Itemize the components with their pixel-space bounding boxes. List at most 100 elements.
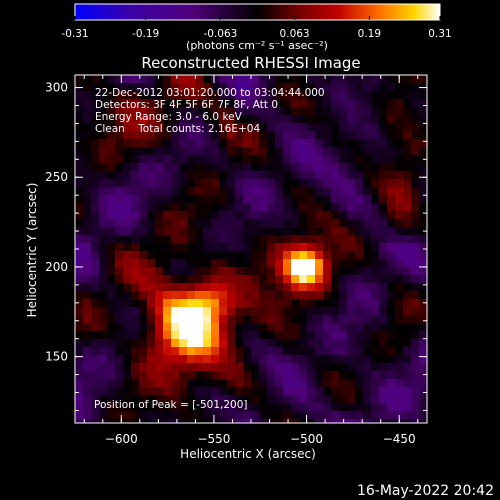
heatmap-cell [187,331,196,340]
heatmap-cell [275,251,284,260]
heatmap-cell [267,227,276,236]
heatmap-cell [363,91,372,100]
heatmap-cell [227,267,236,276]
heatmap-cell [115,403,124,412]
heatmap-cell [75,91,84,100]
heatmap-cell [179,251,188,260]
heatmap-cell [75,171,84,180]
heatmap-cell [299,251,308,260]
heatmap-cell [331,251,340,260]
heatmap-cell [211,363,220,372]
heatmap-cell [107,155,116,164]
heatmap-cell [147,291,156,300]
heatmap-cell [339,107,348,116]
heatmap-cell [99,403,108,412]
heatmap-cell [219,91,228,100]
heatmap-cell [411,355,420,364]
heatmap-cell [179,419,188,423]
heatmap-cell [179,235,188,244]
heatmap-cell [419,99,427,108]
heatmap-cell [99,163,108,172]
heatmap-cell [163,259,172,268]
heatmap-cell [211,203,220,212]
heatmap-cell [235,163,244,172]
heatmap-cell [187,363,196,372]
heatmap-cell [163,163,172,172]
heatmap-cell [299,259,308,268]
heatmap-cell [339,163,348,172]
heatmap-cell [243,147,252,156]
heatmap-cell [211,123,220,132]
heatmap-cell [371,379,380,388]
heatmap-cell [131,195,140,204]
heatmap-cell [403,131,412,140]
heatmap-cell [211,187,220,196]
heatmap-cell [83,131,92,140]
heatmap-cell [211,83,220,92]
heatmap-cell [251,123,260,132]
heatmap-cell [195,275,204,284]
x-tick-label: −600 [105,432,138,446]
heatmap-cell [107,139,116,148]
heatmap-cell [387,99,396,108]
heatmap-cell [307,419,316,423]
heatmap-cell [243,275,252,284]
heatmap-cell [179,163,188,172]
heatmap-cell [395,347,404,356]
heatmap-cell [419,315,427,324]
heatmap-cell [251,307,260,316]
heatmap-cell [243,227,252,236]
heatmap-cell [243,403,252,412]
heatmap-cell [211,147,220,156]
heatmap-cell [75,235,84,244]
heatmap-cell [299,283,308,292]
heatmap-cell [115,195,124,204]
heatmap-cell [75,227,84,236]
heatmap-cell [259,395,268,404]
heatmap-cell [371,355,380,364]
heatmap-cell [219,315,228,324]
heatmap-cell [171,403,180,412]
heatmap-cell [275,419,284,423]
heatmap-cell [411,339,420,348]
heatmap-cell [211,171,220,180]
heatmap-cell [331,315,340,324]
heatmap-cell [147,387,156,396]
heatmap-cell [307,379,316,388]
heatmap-cell [147,339,156,348]
heatmap-cell [83,235,92,244]
heatmap-cell [315,379,324,388]
heatmap-cell [411,243,420,252]
heatmap-cell [131,347,140,356]
heatmap-cell [419,291,427,300]
heatmap-cell [379,235,388,244]
heatmap-cell [107,123,116,132]
heatmap-cell [371,147,380,156]
heatmap-cell [363,195,372,204]
heatmap-cell [291,411,300,420]
heatmap-cell [179,411,188,420]
heatmap-cell [251,187,260,196]
heatmap-cell [171,75,180,84]
heatmap-cell [419,107,427,116]
heatmap-cell [147,179,156,188]
heatmap-cell [179,115,188,124]
heatmap-cell [267,267,276,276]
heatmap-cell [187,315,196,324]
heatmap-cell [75,379,84,388]
heatmap-cell [291,83,300,92]
heatmap-cell [395,387,404,396]
heatmap-cell [75,163,84,172]
heatmap-cell [147,267,156,276]
heatmap-cell [99,139,108,148]
heatmap-cell [187,307,196,316]
heatmap-cell [355,275,364,284]
heatmap-cell [331,419,340,423]
heatmap-cell [115,219,124,228]
heatmap-cell [291,91,300,100]
heatmap-cell [299,99,308,108]
heatmap-cell [267,163,276,172]
heatmap-cell [331,347,340,356]
heatmap-cell [187,395,196,404]
heatmap-cell [251,291,260,300]
